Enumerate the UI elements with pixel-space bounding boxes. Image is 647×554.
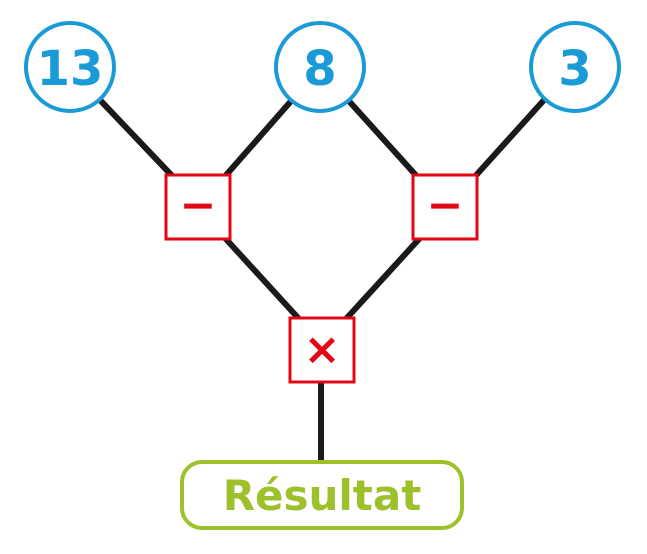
edge-right-minus-to-times [342, 235, 423, 323]
minus-operator-right: − [427, 180, 464, 231]
result-box-frame [180, 460, 464, 530]
input-circle-8: 8 [274, 21, 366, 113]
input-value-8: 8 [303, 41, 336, 97]
operation-box-times: × [288, 316, 356, 384]
operation-box-frame [411, 173, 479, 241]
times-operator: × [304, 324, 341, 375]
circle-outline [24, 21, 116, 113]
operation-box-frame [164, 173, 232, 241]
result-box: Résultat [180, 460, 464, 530]
operation-box-left-minus: − [164, 173, 232, 241]
input-circle-13: 13 [24, 21, 116, 113]
operation-box-right-minus: − [411, 173, 479, 241]
edge-8-to-right-minus [345, 97, 425, 185]
edge-8-to-left-minus [217, 97, 295, 185]
circle-outline [274, 21, 366, 113]
circle-outline [529, 21, 621, 113]
edge-left-minus-to-times [222, 235, 303, 323]
input-value-13: 13 [37, 41, 104, 97]
edge-13-to-left-minus [97, 97, 181, 185]
minus-operator-left: − [180, 180, 217, 231]
edge-3-to-right-minus [467, 97, 547, 185]
input-value-3: 3 [558, 41, 591, 97]
operation-box-frame [288, 316, 356, 384]
input-circle-3: 3 [529, 21, 621, 113]
edges [97, 97, 547, 465]
result-label: Résultat [223, 471, 422, 520]
